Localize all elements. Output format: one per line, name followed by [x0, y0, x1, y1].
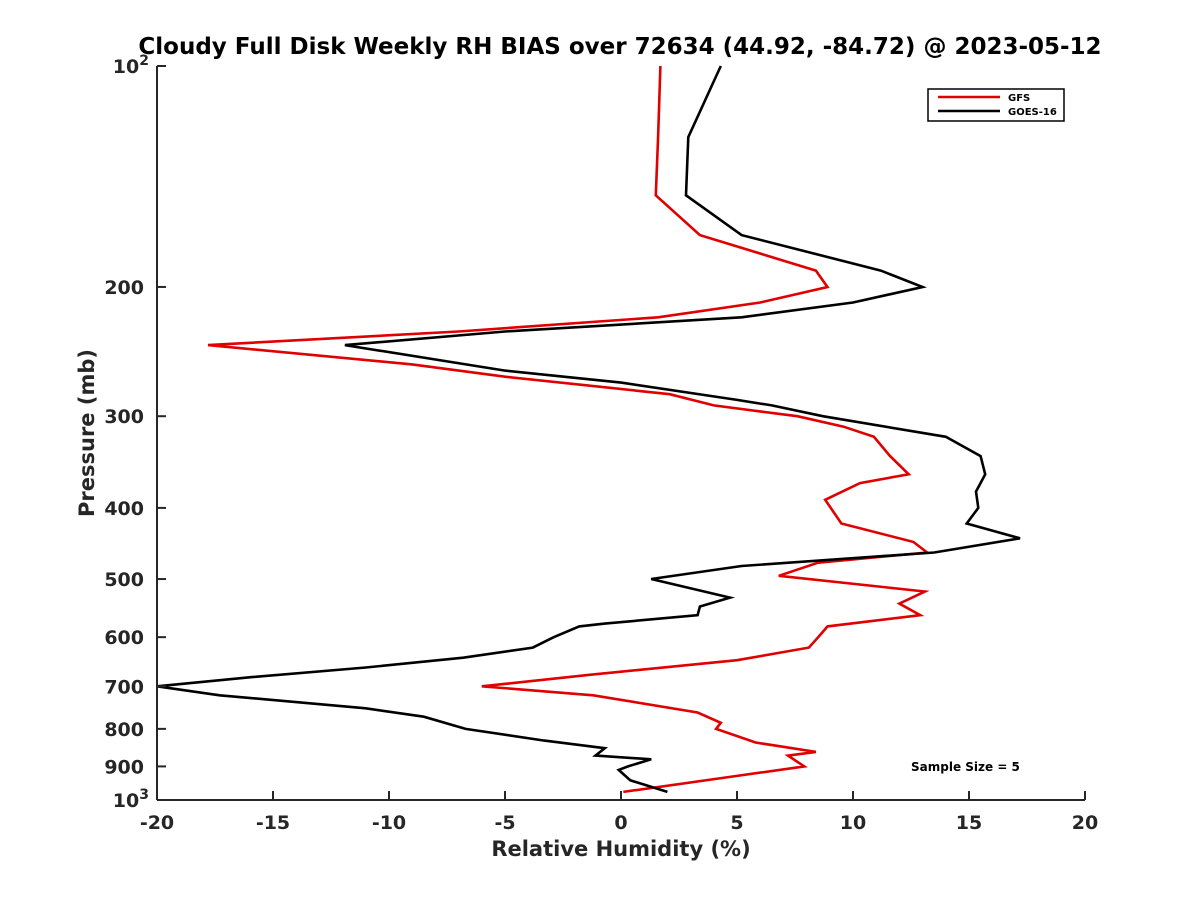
x-tick-label: -10	[372, 812, 406, 834]
y-ticks: 200 300 400 500 600 700 800 900 102 103	[104, 53, 166, 812]
y-axis-label: Pressure (mb)	[75, 349, 99, 517]
x-tick-label: 5	[730, 812, 743, 834]
y-tick-label: 900	[104, 756, 144, 778]
y-tick-label: 500	[104, 569, 144, 591]
x-tick-label: 20	[1072, 812, 1098, 834]
x-tick-label: -5	[494, 812, 515, 834]
legend: GFS GOES-16	[927, 88, 1065, 122]
y-tick-label-power: 102	[113, 53, 149, 78]
x-tick-label: -20	[140, 812, 174, 834]
sample-size-annotation: Sample Size = 5	[911, 760, 1020, 774]
x-tick-label: 0	[614, 812, 627, 834]
x-tick-label: -15	[256, 812, 290, 834]
x-tick-label: 15	[956, 812, 982, 834]
series-line-gfs	[207, 65, 931, 794]
y-tick-label: 600	[104, 627, 144, 649]
legend-label-gfs: GFS	[1008, 93, 1030, 104]
y-tick-label: 300	[104, 406, 144, 428]
y-tick-label: 700	[104, 676, 144, 698]
y-tick-label: 800	[104, 719, 144, 741]
series-line-goes-16	[156, 65, 1021, 794]
y-tick-label: 200	[104, 277, 144, 299]
y-tick-label: 400	[104, 498, 144, 520]
x-ticks: -20 -15 -10 -5 0 5 10 15 20	[140, 791, 1098, 834]
y-tick-label-power: 103	[113, 787, 149, 812]
axes-layer	[156, 66, 1085, 801]
legend-box	[927, 88, 1065, 122]
x-tick-label: 10	[840, 812, 866, 834]
chart-title: Cloudy Full Disk Weekly RH BIAS over 726…	[138, 34, 1101, 60]
legend-label-goes-16: GOES-16	[1008, 107, 1057, 118]
series-layer	[156, 65, 1021, 794]
x-axis-label: Relative Humidity (%)	[491, 837, 750, 861]
